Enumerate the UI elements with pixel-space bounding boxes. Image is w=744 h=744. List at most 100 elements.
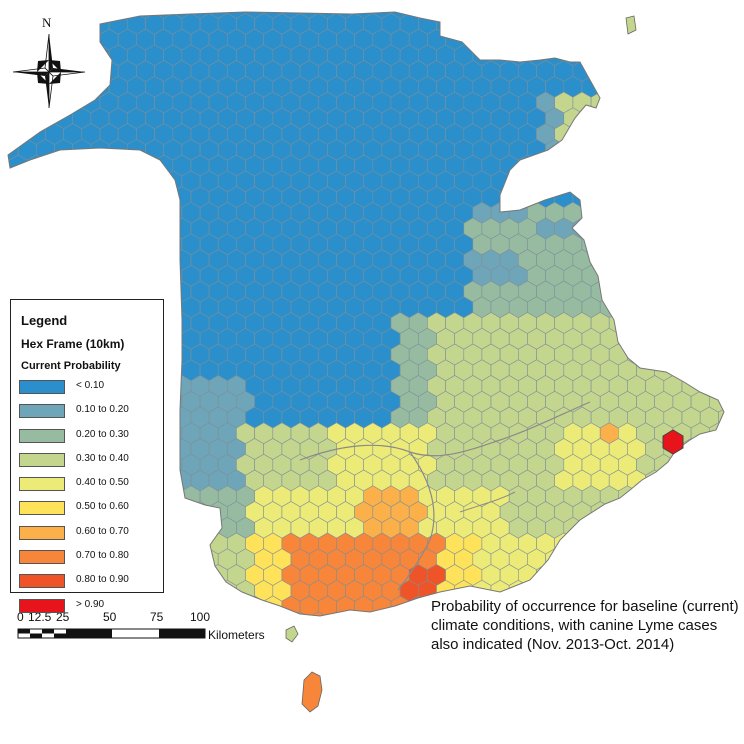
hex-cell: [17, 201, 37, 224]
legend-class-label: 0.40 to 0.50: [76, 477, 129, 489]
hex-cell: [8, 123, 10, 145]
hex-cell: [8, 249, 10, 271]
hex-cell: [117, 12, 137, 19]
hex-cell: [26, 186, 46, 208]
hex-cell: [699, 501, 719, 523]
hex-cell: [608, 60, 628, 82]
hex-cell: [517, 12, 537, 19]
hex-cell: [699, 438, 719, 460]
hex-cell: [708, 327, 724, 350]
hex-cell: [590, 12, 610, 19]
hex-cell: [654, 12, 674, 35]
hex-cell: [8, 312, 10, 334]
hex-cell: [8, 217, 28, 240]
hex-cell: [108, 170, 128, 193]
hex-cell: [8, 12, 19, 35]
hex-cell: [617, 201, 637, 224]
hex-cell: [617, 170, 637, 193]
hex-cell: [663, 469, 683, 492]
hex-cell: [172, 564, 192, 586]
river-line: [397, 451, 435, 591]
hex-cell: [663, 343, 683, 366]
hex-cell: [672, 138, 692, 161]
hex-cell: [445, 12, 465, 19]
hex-cell: [636, 485, 656, 508]
hex-cell: [645, 154, 665, 177]
hex-cell: [627, 154, 646, 177]
hex-cell: [8, 406, 10, 429]
hex-cell: [8, 154, 10, 177]
hex-cell: [663, 280, 683, 303]
hex-cell: [72, 44, 92, 67]
hex-cell: [645, 249, 665, 271]
hex-cell: [8, 91, 10, 114]
hex-cell: [8, 532, 10, 555]
legend-swatch: [19, 574, 65, 589]
hex-cell: [163, 201, 183, 224]
hex-cell: [718, 186, 724, 208]
hex-cell: [728, 549, 744, 570]
hex-cell: [72, 12, 92, 35]
hex-cell: [599, 44, 619, 67]
legend-class-label: 0.10 to 0.20: [76, 404, 129, 416]
hex-cell: [645, 312, 665, 334]
hex-cell: [163, 359, 183, 382]
hex-cell: [163, 579, 183, 602]
hex-cell: [737, 92, 744, 113]
hex-cell: [108, 264, 128, 287]
hex-cell: [699, 469, 719, 492]
hex-cell: [8, 564, 10, 586]
hex-cell: [663, 249, 683, 271]
hex-cell: [599, 548, 619, 571]
hex-cell: [636, 516, 656, 539]
hex-cell: [54, 170, 73, 193]
hex-cell: [481, 28, 501, 51]
hex-cell: [117, 154, 137, 177]
hex-cell: [737, 376, 744, 397]
hex-cell: [645, 280, 665, 303]
hex-cell: [8, 280, 10, 303]
hex-cell: [527, 12, 546, 35]
hex-cell: [81, 12, 101, 19]
hex-cell: [517, 28, 537, 51]
hex-cell: [672, 516, 692, 539]
hex-cell: [672, 44, 692, 67]
hex-cell: [17, 75, 37, 98]
hex-cell: [663, 501, 683, 523]
hex-cell: [708, 296, 724, 319]
hex-cell: [617, 138, 637, 161]
hex-cell: [581, 107, 601, 130]
legend-title: Legend: [21, 313, 68, 328]
hex-cell: [590, 532, 610, 555]
hex-cell: [627, 91, 646, 114]
hex-cell: [708, 170, 724, 193]
hex-cell: [718, 28, 724, 51]
hex-cell: [599, 264, 619, 287]
hex-cell: [681, 28, 701, 51]
hex-cell: [81, 186, 101, 208]
hex-cell: [737, 533, 744, 554]
scale-bar: [17, 628, 206, 639]
hex-cell: [145, 233, 164, 256]
hex-cell: [63, 154, 83, 177]
hex-cell: [563, 170, 583, 193]
scale-tick-25: 25: [56, 610, 70, 624]
hex-cell: [127, 201, 146, 224]
hex-cell: [527, 170, 546, 193]
hex-cell: [99, 249, 119, 271]
legend-swatch: [19, 404, 65, 419]
hex-cell: [699, 91, 719, 114]
scale-tick-12-5: 12.5: [28, 610, 52, 624]
hex-cell: [690, 44, 710, 67]
hex-cell: [554, 154, 574, 177]
hex-cell: [8, 28, 28, 51]
hex-cell: [81, 28, 101, 51]
hex-cell: [627, 501, 646, 523]
hex-cell: [8, 201, 19, 224]
legend-field-name: Current Probability: [21, 360, 121, 372]
hex-cell: [690, 233, 710, 256]
hex-cell: [672, 548, 692, 571]
scale-bar-labels: 0 12.5 25 50 75 100: [0, 610, 260, 626]
hex-cell: [627, 532, 646, 555]
